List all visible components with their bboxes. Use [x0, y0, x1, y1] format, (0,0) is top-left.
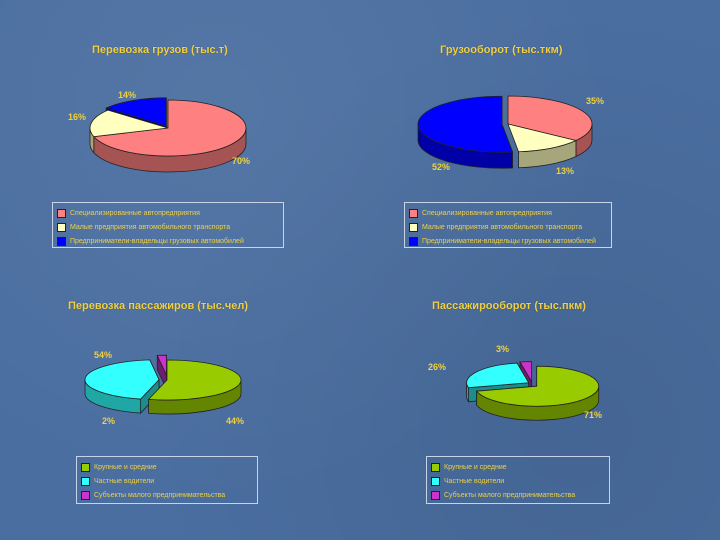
chart-2-label-0: 35%: [586, 96, 605, 106]
legend-item: Частные водители: [81, 474, 253, 488]
legend-label: Предприниматели-владельцы грузовых автом…: [70, 237, 244, 245]
chart-1-label-2: 14%: [118, 90, 137, 100]
legend-label: Субъекты малого предпринимательства: [444, 491, 576, 499]
legend-item: Предприниматели-владельцы грузовых автом…: [57, 234, 279, 248]
legend-item: Крупные и средние: [81, 460, 253, 474]
chart-3-label-2: 2%: [102, 416, 116, 426]
chart-2-label-2: 52%: [432, 162, 451, 172]
legend-label: Специализированные автопредприятия: [422, 209, 552, 217]
pie-slice-1: [89, 109, 169, 138]
chart-4-label-1: 26%: [428, 362, 447, 372]
pie-slice-0: [92, 99, 247, 157]
legend-swatch: [409, 236, 418, 246]
legend-label: Предприниматели-владельцы грузовых автом…: [422, 237, 596, 245]
chart-1-title: Перевозка грузов (тыс.т): [92, 44, 228, 56]
chart-2-title: Грузооборот (тыс.ткм): [440, 44, 563, 56]
legend-label: Специализированные автопредприятия: [70, 209, 200, 217]
pie-slice-2: [156, 354, 167, 376]
chart-1-label-0: 70%: [232, 156, 251, 166]
legend-swatch: [57, 208, 66, 218]
pie-slice-2: [519, 361, 533, 384]
pie-slice-2: [417, 95, 514, 153]
chart-1-legend: Специализированные автопредприятия Малые…: [52, 202, 284, 248]
legend-swatch: [57, 222, 66, 232]
pie-slice-1: [84, 359, 160, 400]
legend-label: Малые предприятия автомобильного транспо…: [70, 223, 231, 231]
pie-slice-0: [507, 95, 593, 141]
pie-slice-1: [466, 362, 530, 389]
legend-swatch: [409, 222, 418, 232]
chart-1-label-1: 16%: [68, 112, 87, 122]
chart-3-label-1: 44%: [226, 416, 245, 426]
legend-item: Крупные и средние: [431, 460, 605, 474]
legend-item: Субъекты малого предпринимательства: [431, 488, 605, 502]
pie-slice-2: [105, 97, 167, 127]
legend-item: Малые предприятия автомобильного транспо…: [409, 220, 607, 234]
chart-4-legend: Крупные и средние Частные водители Субъе…: [426, 456, 610, 504]
legend-swatch: [81, 462, 90, 472]
legend-swatch: [431, 490, 440, 500]
legend-item: Малые предприятия автомобильного транспо…: [57, 220, 279, 234]
chart-4-title: Пассажирооборот (тыс.пкм): [432, 300, 586, 312]
chart-3-legend: Крупные и средние Частные водители Субъе…: [76, 456, 258, 504]
legend-item: Субъекты малого предпринимательства: [81, 488, 253, 502]
legend-label: Частные водители: [444, 477, 505, 485]
chart-3-title: Перевозка пассажиров (тыс.чел): [68, 300, 249, 312]
pie-slice-1: [507, 123, 578, 153]
chart-3-label-0: 54%: [94, 350, 113, 360]
legend-item: Предприниматели-владельцы грузовых автом…: [409, 234, 607, 248]
chart-2-label-1: 13%: [556, 166, 575, 176]
chart-4-label-0: 71%: [584, 410, 603, 420]
legend-swatch: [431, 462, 440, 472]
legend-swatch: [409, 208, 418, 218]
legend-swatch: [81, 490, 90, 500]
chart-2-legend: Специализированные автопредприятия Малые…: [404, 202, 612, 248]
legend-item: Частные водители: [431, 474, 605, 488]
legend-label: Крупные и средние: [94, 463, 157, 471]
legend-label: Субъекты малого предпринимательства: [94, 491, 226, 499]
chart-4-label-2: 3%: [496, 344, 510, 354]
legend-item: Специализированные автопредприятия: [57, 206, 279, 220]
legend-label: Частные водители: [94, 477, 155, 485]
legend-label: Крупные и средние: [444, 463, 507, 471]
legend-item: Специализированные автопредприятия: [409, 206, 607, 220]
legend-swatch: [57, 236, 66, 246]
legend-label: Малые предприятия автомобильного транспо…: [422, 223, 583, 231]
pie-slice-0: [475, 365, 600, 407]
legend-swatch: [431, 476, 440, 486]
pie-slice-0: [147, 359, 242, 401]
legend-swatch: [81, 476, 90, 486]
